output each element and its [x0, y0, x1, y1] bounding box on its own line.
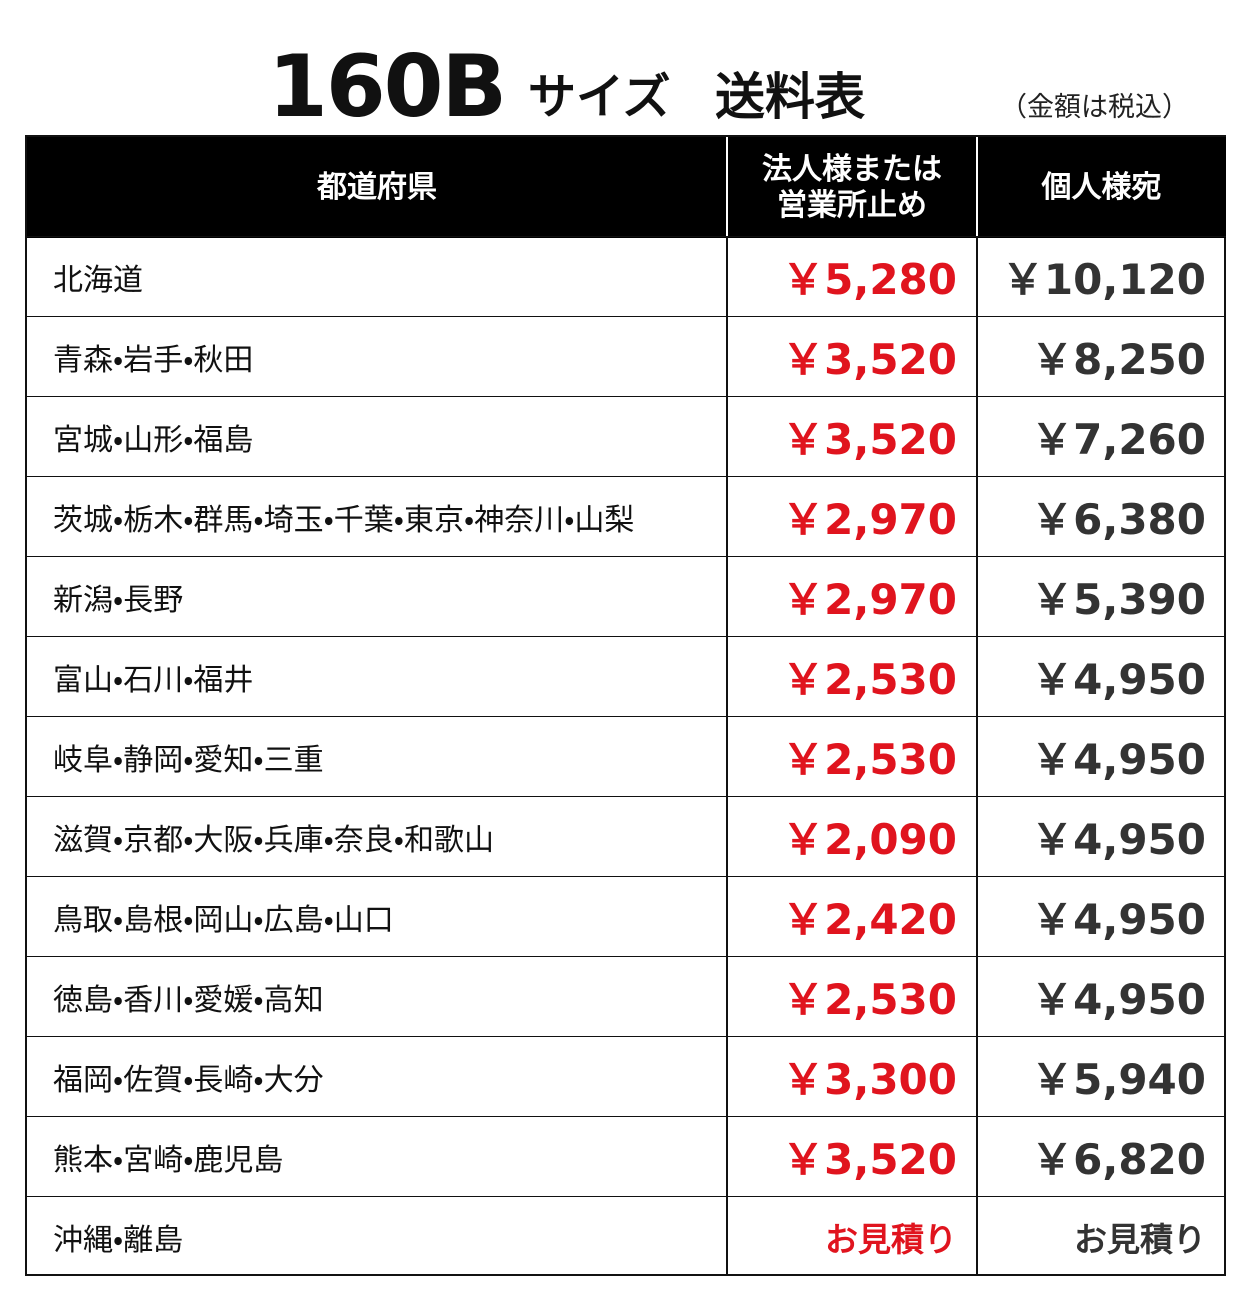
price-cell: ￥4,950	[977, 796, 1226, 876]
price-cell: ￥3,520	[727, 1116, 977, 1196]
column-divider	[726, 236, 728, 1276]
price-cell: ￥2,420	[727, 876, 977, 956]
price-cell: ￥4,950	[977, 636, 1226, 716]
price-cell: ￥4,950	[977, 716, 1226, 796]
column-header: 都道府県	[27, 137, 727, 238]
price-cell: ￥3,300	[727, 1036, 977, 1116]
price-cell: ￥2,970	[727, 476, 977, 556]
price-cell: ￥2,090	[727, 796, 977, 876]
region-cell: 青森・岩手・秋田	[27, 316, 727, 396]
price-cell: ￥5,940	[977, 1036, 1226, 1116]
price-cell: ￥7,260	[977, 396, 1226, 476]
column-header: 法人様または 営業所止め	[727, 137, 977, 238]
title-size: サイズ	[528, 69, 671, 125]
header-line: 営業所止め	[777, 187, 927, 223]
column-divider	[976, 236, 978, 1276]
price-cell: お見積り	[727, 1196, 977, 1276]
price-cell: ￥4,950	[977, 956, 1226, 1036]
title-number: 160B	[268, 37, 507, 137]
price-cell: ￥6,820	[977, 1116, 1226, 1196]
region-cell: 新潟・長野	[27, 556, 727, 636]
region-cell: 岐阜・静岡・愛知・三重	[27, 716, 727, 796]
region-cell: 沖縄・離島	[27, 1196, 727, 1276]
tax-note: （金額は税込）	[1000, 92, 1189, 123]
region-cell: 徳島・香川・愛媛・高知	[27, 956, 727, 1036]
price-cell: ￥10,120	[977, 236, 1226, 316]
title: 160B サイズ 送料表 （金額は税込）	[0, 40, 1250, 135]
shipping-table: 都道府県 法人様または 営業所止め 個人様宛北海道 ￥5,280 ￥10,120 青森・岩手…	[25, 135, 1226, 1276]
price-cell: ￥3,520	[727, 396, 977, 476]
price-cell: ￥8,250	[977, 316, 1226, 396]
price-cell: ￥2,530	[727, 716, 977, 796]
price-cell: ￥2,970	[727, 556, 977, 636]
header-divider	[726, 137, 728, 238]
region-cell: 富山・石川・福井	[27, 636, 727, 716]
price-cell: ￥6,380	[977, 476, 1226, 556]
column-header: 個人様宛	[977, 137, 1226, 238]
region-cell: 茨城・栃木・群馬・埼玉・千葉・東京・神奈川・山梨	[27, 476, 727, 556]
region-cell: 熊本・宮崎・鹿児島	[27, 1116, 727, 1196]
price-cell: ￥3,520	[727, 316, 977, 396]
header-line: 都道府県	[317, 169, 437, 205]
region-cell: 北海道	[27, 236, 727, 316]
price-cell: お見積り	[977, 1196, 1226, 1276]
header-divider	[976, 137, 978, 238]
price-cell: ￥5,390	[977, 556, 1226, 636]
header-line: 法人様または	[762, 151, 942, 187]
region-cell: 宮城・山形・福島	[27, 396, 727, 476]
region-cell: 滋賀・京都・大阪・兵庫・奈良・和歌山	[27, 796, 727, 876]
price-cell: ￥2,530	[727, 956, 977, 1036]
header-line: 個人様宛	[1041, 169, 1162, 205]
price-cell: ￥5,280	[727, 236, 977, 316]
region-cell: 福岡・佐賀・長崎・大分	[27, 1036, 727, 1116]
title-name: 送料表	[715, 68, 865, 126]
price-cell: ￥2,530	[727, 636, 977, 716]
price-cell: ￥4,950	[977, 876, 1226, 956]
region-cell: 鳥取・島根・岡山・広島・山口	[27, 876, 727, 956]
